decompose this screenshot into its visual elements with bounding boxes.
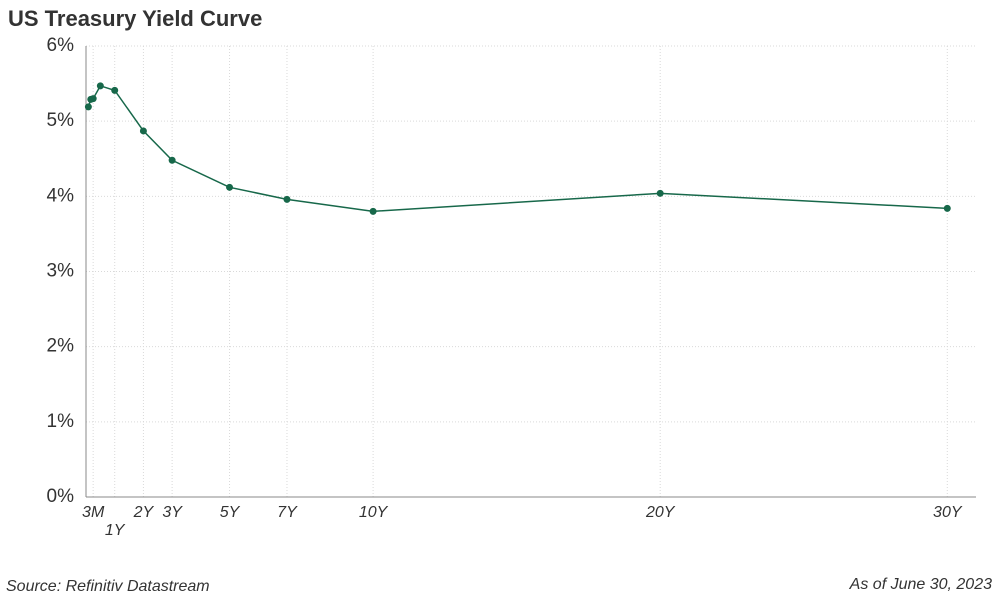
x-tick-label: 30Y xyxy=(933,504,963,521)
x-tick-label: 3M xyxy=(82,504,105,521)
y-tick-label: 6% xyxy=(47,35,75,56)
data-point xyxy=(369,207,377,215)
x-tick-label: 2Y xyxy=(133,504,155,521)
x-tick-label: 5Y xyxy=(220,504,241,521)
data-point xyxy=(656,189,664,197)
source: Source: Refinitiv Datastream xyxy=(6,578,210,595)
y-tick-label: 4% xyxy=(47,185,75,206)
x-tick-label: 10Y xyxy=(359,504,389,521)
data-point xyxy=(96,82,104,90)
x-tick-label: 20Y xyxy=(645,504,676,521)
data-point xyxy=(89,95,97,103)
series-line xyxy=(87,84,948,213)
y-tick-label: 2% xyxy=(47,336,75,357)
data-point xyxy=(226,183,234,191)
data-point xyxy=(283,195,291,203)
data-point xyxy=(168,156,176,164)
data-point xyxy=(111,86,119,94)
y-tick-label: 5% xyxy=(47,110,75,131)
as-of-note: As of June 30, 2023 xyxy=(849,576,992,593)
data-point xyxy=(943,204,951,212)
x-tick-label: 3Y xyxy=(162,504,183,521)
y-tick-label: 0% xyxy=(47,486,75,507)
y-tick-label: 1% xyxy=(47,411,75,432)
data-point xyxy=(84,103,92,111)
chart-title: US Treasury Yield Curve xyxy=(8,6,262,31)
y-tick-label: 3% xyxy=(47,261,75,282)
data-point xyxy=(139,127,147,135)
x-tick-label: 7Y xyxy=(277,504,298,521)
x-tick-label: 1Y xyxy=(105,522,126,539)
